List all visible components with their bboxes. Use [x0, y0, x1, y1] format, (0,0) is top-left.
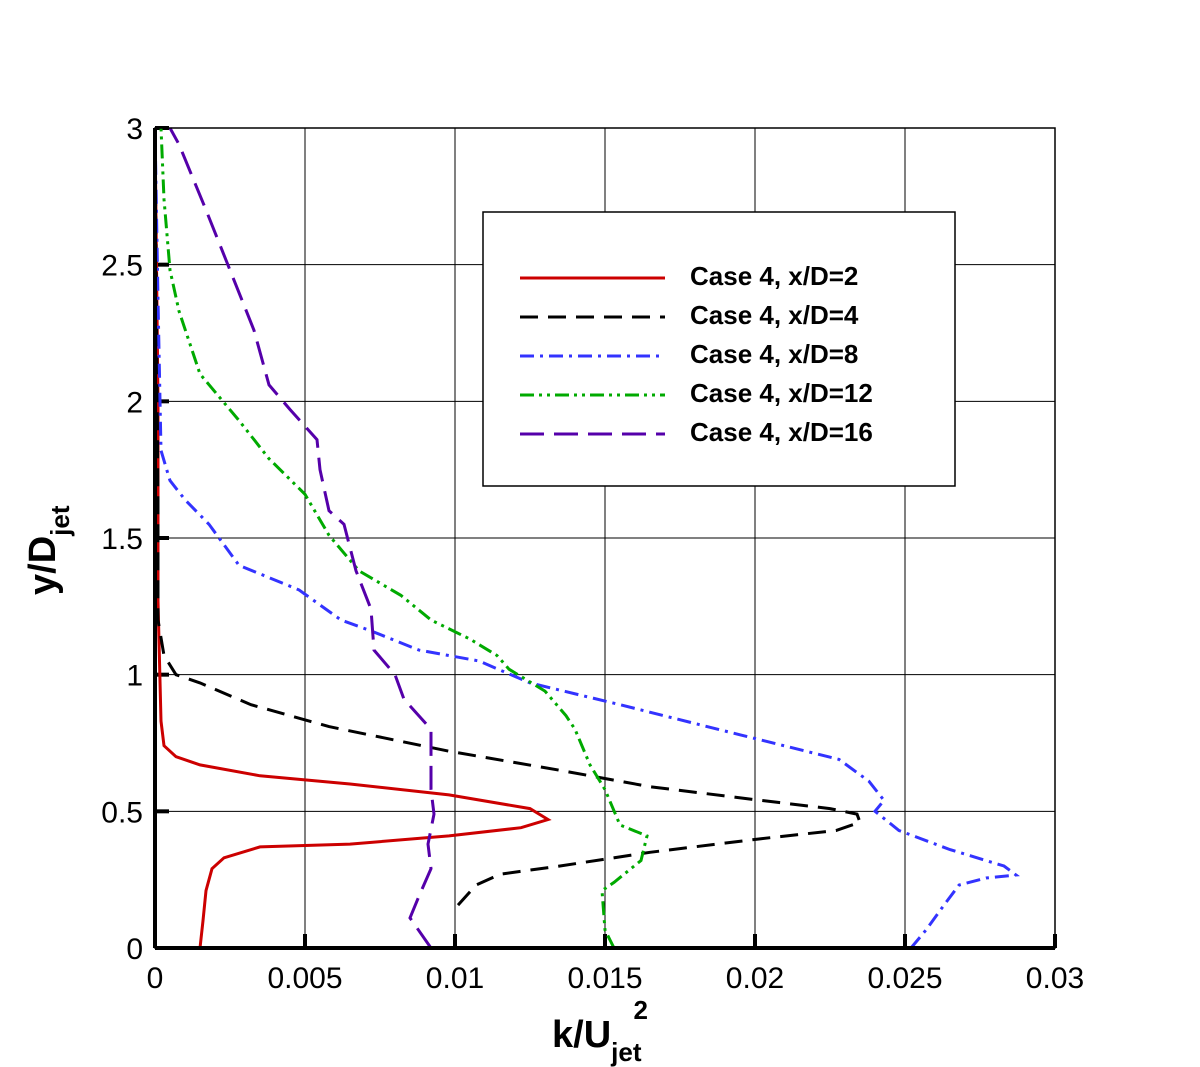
y-tick-label: 0 — [126, 933, 143, 966]
y-label-main: y/D — [22, 536, 64, 595]
x-tick-label: 0.02 — [726, 962, 784, 995]
legend-label: Case 4, x/D=4 — [690, 300, 859, 330]
legend-label: Case 4, x/D=8 — [690, 339, 858, 369]
x-label-main: k/U — [552, 1014, 611, 1056]
legend-box — [482, 211, 956, 487]
x-axis-label: k/Ujet 2 — [552, 995, 648, 1067]
y-tick-label: 2 — [126, 386, 143, 419]
data-line — [153, 127, 552, 949]
data-line — [168, 127, 436, 949]
data-line — [153, 127, 1020, 949]
legend: Case 4, x/D=2 Case 4, x/D=4 Case 4, x/D=8 C… — [520, 261, 873, 447]
x-label-sub: jet — [610, 1037, 642, 1067]
x-tick-label: 0.03 — [1026, 962, 1084, 995]
legend-label: Case 4, x/D=2 — [690, 261, 858, 291]
y-tick-label: 3 — [126, 113, 143, 146]
legend-label: Case 4, x/D=16 — [690, 417, 873, 447]
x-tick-label: 0.025 — [867, 962, 942, 995]
y-label-sub: jet — [45, 505, 75, 537]
legend-label: Case 4, x/D=12 — [690, 378, 873, 408]
x-label-sup: 2 — [633, 995, 647, 1025]
data-line — [159, 127, 649, 949]
y-tick-label: 2.5 — [101, 250, 143, 283]
y-tick-label: 1.5 — [101, 523, 143, 556]
x-tick-label: 0.005 — [267, 962, 342, 995]
lines — [153, 127, 1020, 949]
data-line — [153, 127, 862, 907]
x-tick-label: 0.01 — [426, 962, 484, 995]
y-axis-label: y/Djet — [22, 505, 75, 595]
x-tick-label: 0.015 — [567, 962, 642, 995]
y-tick-label: 0.5 — [101, 796, 143, 829]
y-tick-label: 1 — [126, 660, 143, 693]
x-tick-label: 0 — [147, 962, 164, 995]
